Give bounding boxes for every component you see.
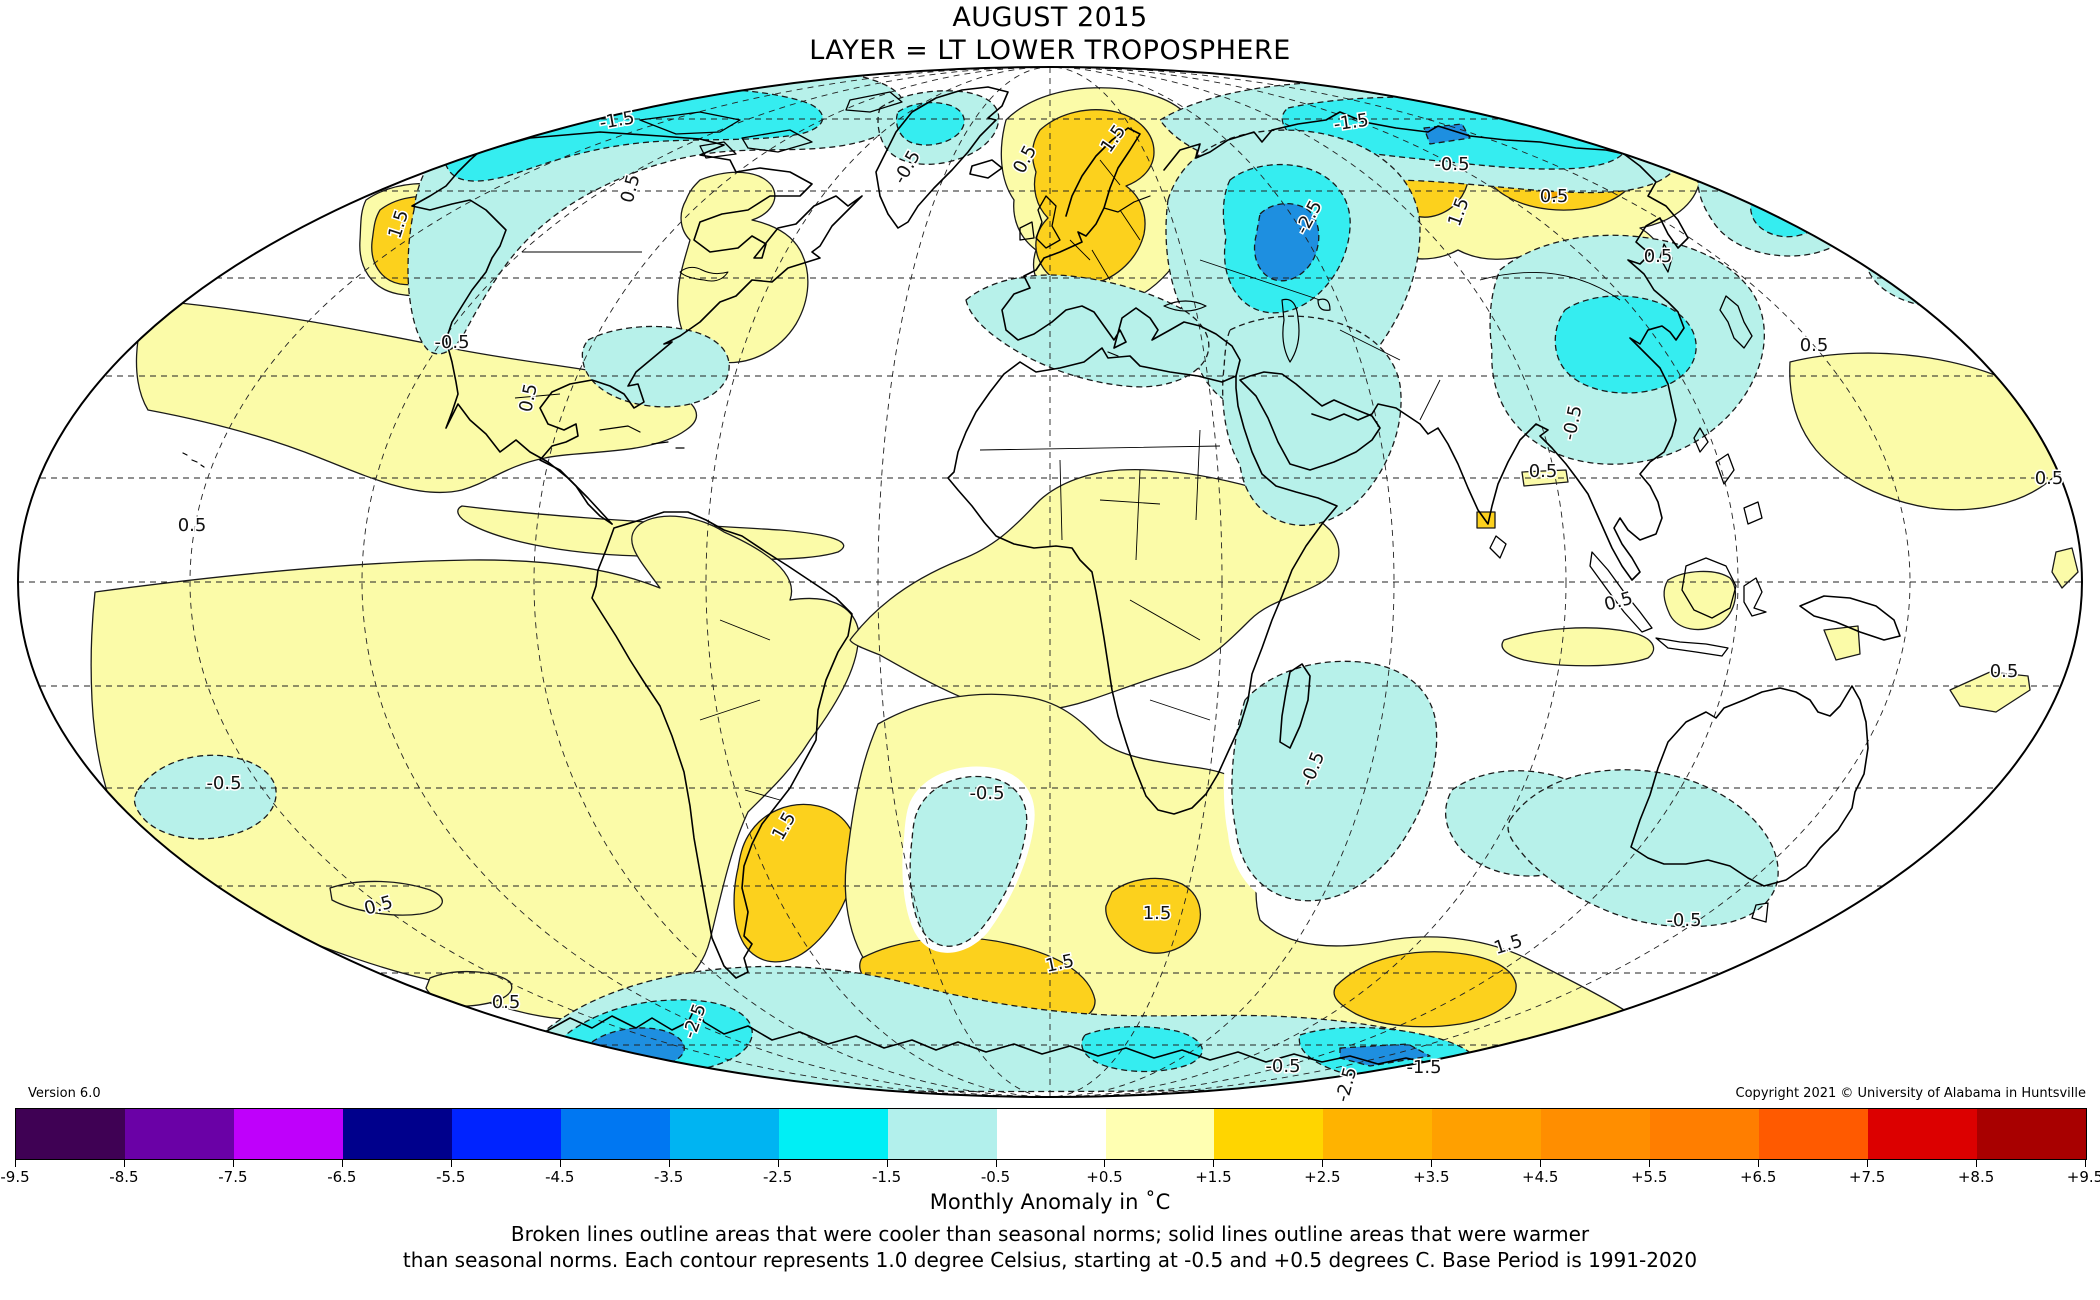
colorbar-cell-0	[16, 1109, 125, 1159]
colorbar-tick	[1867, 1159, 1869, 1167]
anomaly-map: -1.51.5-0.50.5-0.5 0.51.5 -1.5-2.5-0.50.51…	[17, 66, 2083, 1106]
contour-label: -0.5	[206, 773, 241, 794]
colorbar-tick	[1649, 1159, 1651, 1167]
caption-line-1: Broken lines outline areas that were coo…	[510, 1222, 1590, 1246]
colorbar-tick-label: +0.5	[1086, 1168, 1123, 1186]
colorbar-tick-label: -5.5	[436, 1168, 466, 1186]
colorbar-tick	[123, 1159, 125, 1167]
colorbar-tick-label: -0.5	[980, 1168, 1011, 1186]
colorbar-cell-15	[1650, 1109, 1760, 1159]
title-layer: LAYER = LT LOWER TROPOSPHERE	[809, 34, 1291, 66]
colorbar-cell-9	[996, 1109, 1106, 1159]
colorbar-tick	[886, 1159, 888, 1167]
continents	[182, 86, 1921, 1065]
colorbar-tick	[1322, 1159, 1324, 1167]
colorbar-tick	[1213, 1159, 1215, 1167]
colorbar-cell-2	[233, 1109, 343, 1159]
colorbar-tick	[1758, 1159, 1760, 1167]
anomaly-colorbar	[15, 1108, 2087, 1160]
colorbar-tick-label: +8.5	[1957, 1168, 1995, 1186]
colorbar-tick-label: +1.5	[1195, 1168, 1232, 1186]
colorbar-tick-label: -9.5	[0, 1168, 30, 1186]
colorbar-tick	[450, 1159, 452, 1167]
colorbar-tick-label: +6.5	[1739, 1168, 1777, 1186]
contour-label: 0.5	[1644, 246, 1673, 267]
contour-label: 0.5	[1540, 186, 1569, 207]
colorbar-tick-label: -2.5	[762, 1168, 793, 1186]
colorbar-cell-18	[1977, 1109, 2087, 1159]
colorbar-cell-12	[1323, 1109, 1433, 1159]
colorbar-tick	[2085, 1159, 2086, 1167]
map-outline	[17, 66, 2083, 1098]
contour-label: 0.5	[1800, 335, 1829, 356]
contour-label: 0.5	[178, 515, 207, 536]
colorbar-cell-17	[1868, 1109, 1978, 1159]
colorbar-tick	[341, 1159, 343, 1167]
colorbar-tick-labels: -9.5 -8.5 -7.5 -6.5 -5.5 -4.5 -3.5 -2.5 -1.5 -0.5…	[0, 1168, 2100, 1188]
colorbar-tick	[995, 1159, 997, 1167]
colorbar-tick	[777, 1159, 779, 1167]
colorbar-tick	[1540, 1159, 1542, 1167]
colorbar-cell-4	[451, 1109, 561, 1159]
colorbar-tick-label: +2.5	[1304, 1168, 1341, 1186]
colorbar-tick-label: -7.5	[218, 1168, 248, 1186]
colorbar-tick	[1431, 1159, 1433, 1167]
contour-label: 1.5	[1143, 903, 1172, 924]
contour-label: 0.5	[2035, 468, 2064, 489]
colorbar-tick	[1976, 1159, 1978, 1167]
colorbar-tick	[15, 1159, 16, 1167]
caption-line-2: than seasonal norms. Each contour repres…	[402, 1248, 1698, 1272]
contour-label: -1.5	[1406, 1057, 1441, 1078]
colorbar-tick-label: +3.5	[1413, 1168, 1450, 1186]
colorbar-tick-label: -4.5	[545, 1168, 575, 1186]
colorbar-tick	[232, 1159, 234, 1167]
colorbar-cell-14	[1541, 1109, 1651, 1159]
colorbar-cell-10	[1105, 1109, 1215, 1159]
colorbar-cell-8	[887, 1109, 997, 1159]
colorbar-tick-label: +7.5	[1848, 1168, 1886, 1186]
colorbar-cell-16	[1759, 1109, 1869, 1159]
colorbar-title: Monthly Anomaly in ˚C	[929, 1190, 1171, 1214]
colorbar-tick-label: +9.5	[2066, 1168, 2100, 1186]
contour-label: -1.5	[598, 107, 636, 134]
contour-label: -0.5	[1666, 910, 1701, 931]
colorbar-cell-6	[669, 1109, 779, 1159]
contour-label: -0.5	[434, 332, 469, 353]
contour-label: 0.5	[1602, 588, 1635, 616]
contour-label: 0.5	[1529, 461, 1558, 482]
country-borders	[514, 159, 1621, 801]
colorbar-tick	[1104, 1159, 1106, 1167]
colorbar-tick-label: -6.5	[327, 1168, 357, 1186]
colorbar-cell-7	[778, 1109, 888, 1159]
colorbar-tick-label: -8.5	[109, 1168, 139, 1186]
colorbar-cell-3	[342, 1109, 452, 1159]
version-label: Version 6.0	[28, 1086, 101, 1101]
colorbar-ticks	[15, 1159, 2086, 1167]
colorbar-cell-13	[1432, 1109, 1542, 1159]
colorbar-cell-5	[560, 1109, 670, 1159]
contour-label: 0.5	[492, 992, 521, 1013]
contour-label: -0.5	[1265, 1056, 1300, 1077]
contour-label: 0.5	[1990, 661, 2019, 682]
colorbar-tick-label: -1.5	[871, 1168, 902, 1186]
copyright-label: Copyright 2021 © University of Alabama i…	[1735, 1086, 2086, 1101]
colorbar-tick-label: +4.5	[1522, 1168, 1559, 1186]
map-title: AUGUST 2015 LAYER = LT LOWER TROPOSPHERE	[0, 2, 2100, 68]
map-container: -1.5 1.5 -0.5 0.5 -0.5 0.5 1.5 -1.5 -2.5 -0.5 0.5 1…	[17, 66, 2083, 1106]
colorbar-cell-11	[1214, 1109, 1324, 1159]
colorbar-cell-1	[124, 1109, 234, 1159]
colorbar-tick	[668, 1159, 670, 1167]
colorbar-tick-label: -3.5	[654, 1168, 684, 1186]
contour-label: -0.5	[969, 783, 1004, 804]
title-month: AUGUST 2015	[952, 2, 1148, 33]
colorbar-tick-label: +5.5	[1630, 1168, 1668, 1186]
colorbar-tick	[559, 1159, 561, 1167]
contour-label: -0.5	[1434, 154, 1469, 175]
